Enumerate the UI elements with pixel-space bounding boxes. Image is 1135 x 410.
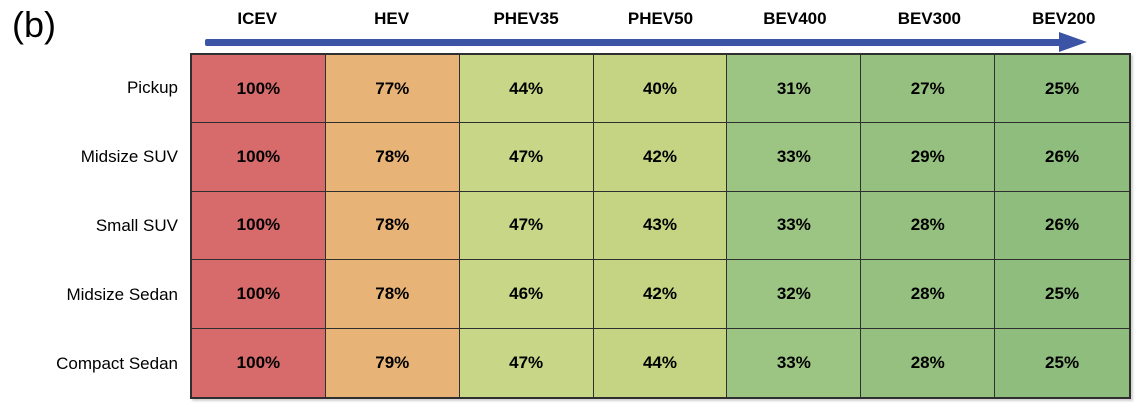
heatmap-cell: 28% [861, 328, 996, 397]
heatmap-cell: 26% [995, 191, 1129, 261]
row-label-pickup: Pickup [126, 77, 178, 97]
heatmap-cell: 33% [727, 191, 862, 261]
heatmap-cell: 78% [325, 123, 460, 192]
row-label-column: Pickup Midsize SUV Small SUV Midsize Sedan C… [0, 53, 178, 399]
heatmap-cell: 40% [593, 55, 728, 124]
heatmap-cell: 47% [459, 328, 594, 397]
heatmap-cell: 47% [459, 123, 594, 192]
column-header-icev: ICEV [237, 9, 278, 28]
heatmap-cell: 44% [459, 55, 594, 124]
column-header-phev35: PHEV35 [493, 9, 559, 28]
heatmap-cell: 47% [459, 191, 594, 261]
figure-label: (b) [12, 4, 56, 45]
heatmap-cell: 42% [593, 123, 728, 192]
column-header-bev200: BEV200 [1032, 9, 1096, 28]
heatmap-cell: 28% [861, 260, 996, 329]
row-label-midsize-sedan: Midsize Sedan [66, 285, 178, 305]
heatmap-cell: 26% [995, 123, 1129, 192]
heatmap-cell: 25% [995, 260, 1129, 329]
heatmap-cell: 77% [325, 55, 460, 124]
heatmap-cell: 33% [727, 328, 862, 397]
heatmap-cell: 44% [593, 328, 728, 397]
column-header-phev50: PHEV50 [627, 9, 694, 28]
heatmap-cell: 29% [861, 123, 996, 192]
column-header-bev400: BEV400 [763, 9, 827, 28]
heatmap-cell: 78% [325, 191, 460, 261]
heatmap-table: 100% 77% 44% 40% 31% 27% 25% 100% 78% 47% 42% 33% 29… [190, 53, 1131, 399]
heatmap-cell: 32% [727, 260, 862, 329]
heatmap-cell: 43% [593, 191, 728, 261]
heatmap-cell: 100% [192, 55, 326, 124]
heatmap-cell: 33% [727, 123, 862, 192]
column-header-row: ICEV HEV PHEV35 PHEV50 BEV400 BEV300 BEV200 [190, 6, 1131, 32]
heatmap-cell: 79% [325, 328, 460, 397]
powertrain-direction-arrow [205, 32, 1087, 53]
heatmap-cell: 42% [593, 260, 728, 329]
heatmap-cell: 25% [995, 55, 1129, 124]
row-label-compact-sedan: Compact Sedan [56, 354, 178, 374]
column-header-bev300: BEV300 [897, 9, 962, 28]
row-label-small-suv: Small SUV [95, 216, 178, 235]
column-header-hev: HEV [374, 9, 410, 28]
heatmap-cell: 100% [192, 191, 326, 261]
arrow-line [205, 39, 1061, 46]
arrow-head-icon [1059, 32, 1087, 52]
heatmap-cell: 25% [995, 328, 1129, 397]
heatmap-cell: 100% [192, 123, 326, 192]
heatmap-cell: 31% [727, 55, 862, 124]
heatmap-cell: 46% [459, 260, 594, 329]
heatmap-cell: 100% [192, 328, 326, 397]
row-label-midsize-suv: Midsize SUV [80, 146, 178, 166]
heatmap-cell: 28% [861, 191, 996, 261]
heatmap-cell: 78% [325, 260, 460, 329]
heatmap-cell: 27% [861, 55, 996, 124]
heatmap-cell: 100% [192, 260, 326, 329]
